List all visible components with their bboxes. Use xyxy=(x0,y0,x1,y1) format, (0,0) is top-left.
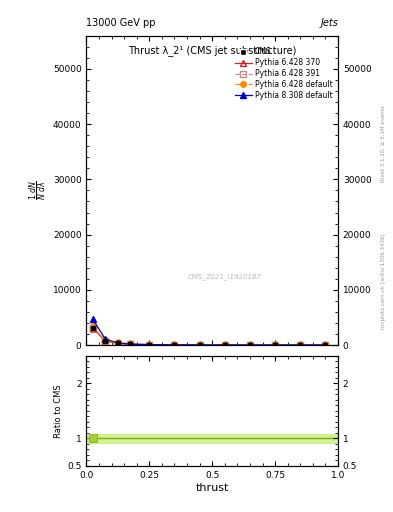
Text: Jets: Jets xyxy=(320,18,338,28)
Text: mcplots.cern.ch [arXiv:1306.3436]: mcplots.cern.ch [arXiv:1306.3436] xyxy=(381,234,386,329)
Legend: CMS, Pythia 6.428 370, Pythia 6.428 391, Pythia 6.428 default, Pythia 8.308 defa: CMS, Pythia 6.428 370, Pythia 6.428 391,… xyxy=(233,46,334,101)
Bar xyxy=(86,434,338,443)
Y-axis label: Ratio to CMS: Ratio to CMS xyxy=(54,384,63,438)
Text: 13000 GeV pp: 13000 GeV pp xyxy=(86,18,156,28)
Text: Thrust λ_2¹ (CMS jet substructure): Thrust λ_2¹ (CMS jet substructure) xyxy=(128,45,296,56)
Y-axis label: $\frac{1}{N}\frac{dN}{d\lambda}$: $\frac{1}{N}\frac{dN}{d\lambda}$ xyxy=(27,180,49,200)
Text: CMS_2021_I1920187: CMS_2021_I1920187 xyxy=(188,273,262,281)
Text: Rivet 3.1.10, ≥ 3.1M events: Rivet 3.1.10, ≥ 3.1M events xyxy=(381,105,386,182)
X-axis label: thrust: thrust xyxy=(196,482,229,493)
